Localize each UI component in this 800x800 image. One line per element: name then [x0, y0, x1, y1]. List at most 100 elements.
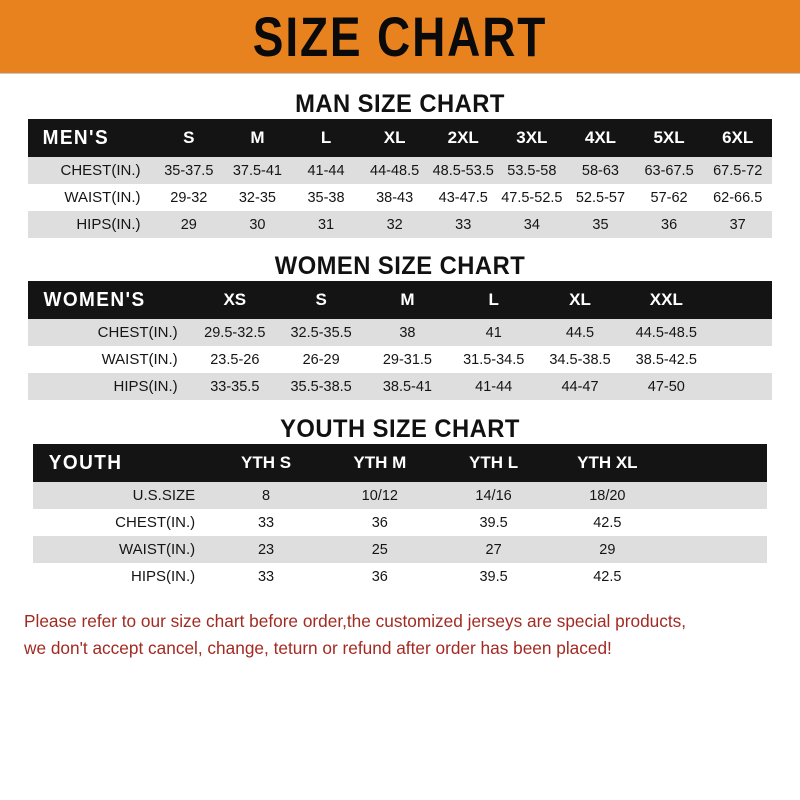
women-header-row: WOMEN'S XS S M L XL XXL [28, 281, 772, 319]
women-size-table: WOMEN'S XS S M L XL XXL CHEST(IN.) 29.5-32.5 32.… [28, 281, 772, 400]
women-table-row: HIPS(IN.) 33-35.5 35.5-38.5 38.5-41 41-44 44-… [28, 373, 772, 400]
women-table-head: WOMEN'S XS S M L XL XXL [28, 281, 772, 319]
men-measure-cell: 38-43 [360, 184, 429, 211]
women-measure-cell: 29-31.5 [364, 346, 451, 373]
youth-measure-cell: 10/12 [322, 482, 437, 509]
youth-measure-cell: 36 [322, 563, 437, 590]
men-table-body: CHEST(IN.) 35-37.5 37.5-41 41-44 44-48.5 48.5… [28, 157, 772, 238]
men-row-label: CHEST(IN.) [28, 157, 155, 184]
women-measure-cell: 32.5-35.5 [277, 319, 365, 346]
youth-measure-cell: 18/20 [550, 482, 665, 509]
men-measure-cell: 53.5-58 [497, 157, 567, 184]
women-header-spacer [709, 281, 772, 319]
youth-measure-cell: 42.5 [550, 563, 665, 590]
men-measure-cell: 30 [223, 211, 292, 238]
youth-size-header: YTH XL [577, 453, 638, 472]
women-measure-cell: 41 [450, 319, 537, 346]
youth-measure-cell: 39.5 [436, 509, 551, 536]
men-measure-cell: 33 [428, 211, 498, 238]
men-size-header: L [320, 128, 332, 147]
youth-measure-cell: 25 [322, 536, 437, 563]
men-measure-cell: 35-38 [291, 184, 361, 211]
men-measure-cell: 52.5-57 [566, 184, 635, 211]
women-measure-cell: 29.5-32.5 [191, 319, 278, 346]
women-cell-spacer [709, 346, 772, 373]
men-measure-cell: 34 [497, 211, 567, 238]
men-size-header: XL [383, 128, 406, 147]
youth-table-wrap: YOUTH YTH S YTH M YTH L YTH XL U.S.SIZE 8 10/1… [0, 444, 800, 590]
youth-measure-cell: 33 [209, 509, 323, 536]
men-measure-cell: 32-35 [223, 184, 292, 211]
women-measure-cell: 44.5-48.5 [623, 319, 710, 346]
men-row-label: HIPS(IN.) [28, 211, 155, 238]
page-banner: SIZE CHART [0, 0, 800, 74]
youth-cell-spacer [664, 509, 767, 536]
women-size-header: XS [223, 290, 247, 309]
men-measure-cell: 29-32 [154, 184, 224, 211]
men-measure-cell: 29 [154, 211, 224, 238]
men-measure-cell: 35-37.5 [154, 157, 224, 184]
men-size-header: M [250, 128, 265, 147]
youth-size-table: YOUTH YTH S YTH M YTH L YTH XL U.S.SIZE 8 10/1… [33, 444, 767, 590]
youth-size-header: YTH M [353, 453, 407, 472]
women-table-row: WAIST(IN.) 23.5-26 26-29 29-31.5 31.5-34.5 34… [28, 346, 772, 373]
men-measure-cell: 62-66.5 [703, 184, 772, 211]
section-title-women: WOMEN SIZE CHART [274, 252, 526, 280]
youth-row-label: CHEST(IN.) [33, 509, 210, 536]
men-measure-cell: 48.5-53.5 [428, 157, 498, 184]
section-title-youth: YOUTH SIZE CHART [280, 415, 520, 443]
men-measure-cell: 57-62 [634, 184, 704, 211]
youth-row-label: U.S.SIZE [33, 482, 210, 509]
women-measure-cell: 44-47 [536, 373, 624, 400]
women-measure-cell: 38 [364, 319, 451, 346]
men-size-header: 2XL [447, 128, 479, 147]
women-measure-cell: 31.5-34.5 [450, 346, 537, 373]
men-measure-cell: 37 [703, 211, 772, 238]
youth-measure-cell: 8 [209, 482, 323, 509]
youth-table-row: WAIST(IN.) 23 25 27 29 [33, 536, 767, 563]
disclaimer-line-1: Please refer to our size chart before or… [24, 611, 687, 631]
youth-measure-cell: 27 [436, 536, 551, 563]
women-size-header: S [315, 290, 327, 309]
women-row-label: HIPS(IN.) [28, 373, 192, 400]
women-measure-cell: 44.5 [536, 319, 624, 346]
women-measure-cell: 41-44 [450, 373, 537, 400]
men-measure-cell: 41-44 [291, 157, 361, 184]
youth-row-label: WAIST(IN.) [33, 536, 210, 563]
women-measure-cell: 26-29 [277, 346, 365, 373]
men-size-header: 3XL [516, 128, 548, 147]
youth-measure-cell: 14/16 [436, 482, 551, 509]
youth-header-spacer [664, 444, 767, 482]
men-measure-cell: 44-48.5 [360, 157, 429, 184]
women-measure-cell: 38.5-41 [364, 373, 451, 400]
youth-measure-cell: 23 [209, 536, 323, 563]
men-measure-cell: 63-67.5 [634, 157, 704, 184]
women-measure-cell: 23.5-26 [191, 346, 278, 373]
women-size-header: XXL [649, 290, 683, 309]
men-row-label: WAIST(IN.) [28, 184, 155, 211]
women-cell-spacer [709, 373, 772, 400]
women-table-body: CHEST(IN.) 29.5-32.5 32.5-35.5 38 41 44.5 44.5… [28, 319, 772, 400]
men-measure-cell: 47.5-52.5 [497, 184, 567, 211]
women-row-label: WAIST(IN.) [28, 346, 192, 373]
men-measure-cell: 58-63 [566, 157, 635, 184]
youth-measure-cell: 36 [322, 509, 437, 536]
men-table-row: HIPS(IN.) 29 30 31 32 33 34 35 36 37 [28, 211, 772, 238]
youth-cell-spacer [664, 536, 767, 563]
women-measure-cell: 33-35.5 [191, 373, 278, 400]
youth-table-row: HIPS(IN.) 33 36 39.5 42.5 [33, 563, 767, 590]
women-measure-cell: 34.5-38.5 [536, 346, 624, 373]
men-table-wrap: MEN'S S M L XL 2XL 3XL 4XL 5XL 6XL CHEST(IN.) 35-3… [0, 119, 800, 238]
youth-size-header: YTH S [241, 453, 292, 472]
men-measure-cell: 37.5-41 [223, 157, 292, 184]
men-measure-cell: 43-47.5 [428, 184, 498, 211]
youth-row-label: HIPS(IN.) [33, 563, 210, 590]
women-cell-spacer [709, 319, 772, 346]
women-size-header: XL [569, 290, 591, 309]
men-size-table: MEN'S S M L XL 2XL 3XL 4XL 5XL 6XL CHEST(IN.) 35-3… [28, 119, 772, 238]
men-measure-cell: 35 [566, 211, 635, 238]
men-measure-cell: 36 [634, 211, 704, 238]
men-size-header: 5XL [653, 128, 685, 147]
men-size-header: 6XL [722, 128, 754, 147]
